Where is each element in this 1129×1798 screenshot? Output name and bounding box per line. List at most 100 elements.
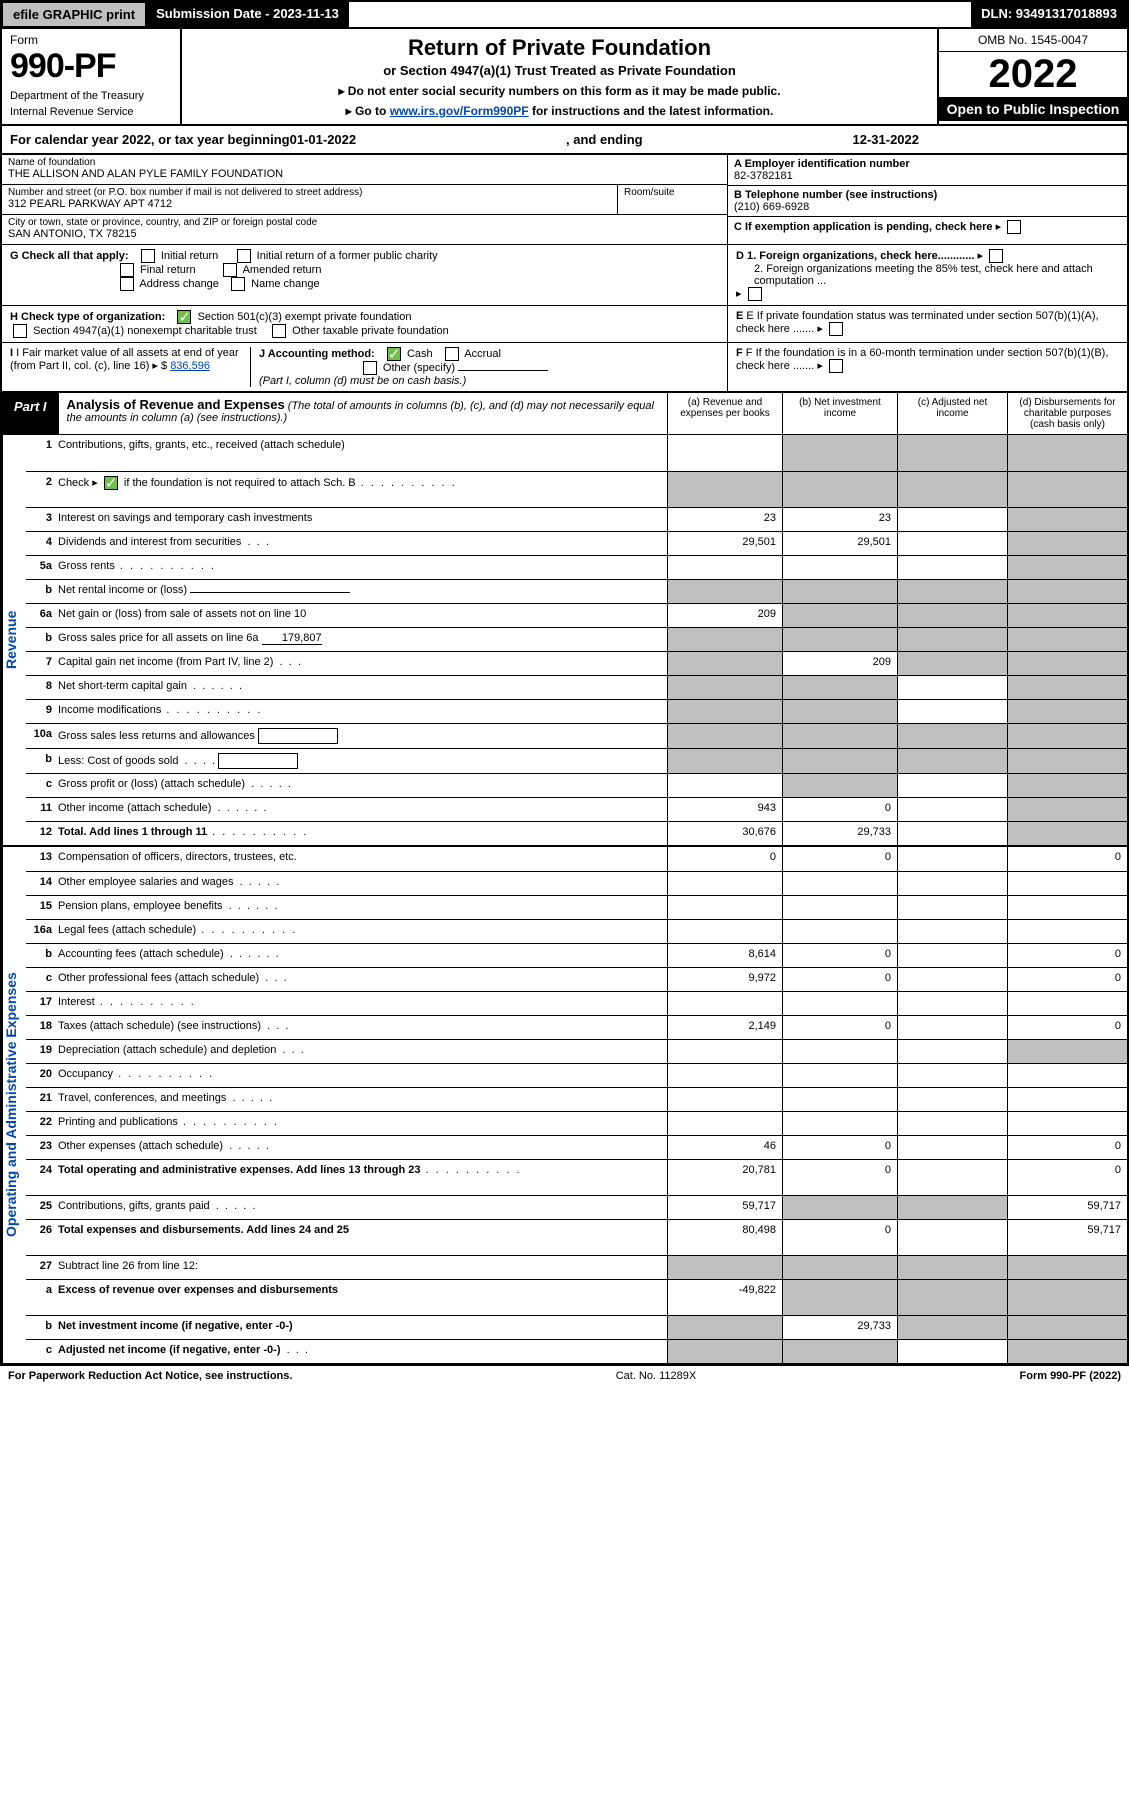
d1-checkbox[interactable] — [989, 249, 1003, 263]
street-address: 312 PEARL PARKWAY APT 4712 — [2, 198, 617, 214]
c-checkbox[interactable] — [1007, 220, 1021, 234]
r2-pre: Check ▸ — [58, 477, 101, 489]
table-row: 13Compensation of officers, directors, t… — [26, 847, 1127, 871]
g-initial-checkbox[interactable] — [141, 249, 155, 263]
dept-treasury: Department of the Treasury — [10, 90, 172, 102]
row-desc: Income modifications — [58, 700, 667, 723]
expenses-table: Operating and Administrative Expenses 13… — [2, 845, 1127, 1363]
e-checkbox[interactable] — [829, 322, 843, 336]
cell-a — [667, 1088, 782, 1111]
j-accrual-checkbox[interactable] — [445, 347, 459, 361]
cell-b — [782, 556, 897, 579]
row-num: b — [26, 580, 58, 603]
cell-c — [897, 532, 1007, 555]
cell-b — [782, 749, 897, 773]
cell-c — [897, 1220, 1007, 1255]
cell-b — [782, 992, 897, 1015]
schb-checkbox[interactable] — [104, 476, 118, 490]
row-desc: Gross profit or (loss) (attach schedule)… — [58, 774, 667, 797]
cell-d — [1007, 472, 1127, 507]
table-row: 6aNet gain or (loss) from sale of assets… — [26, 603, 1127, 627]
cell-d — [1007, 676, 1127, 699]
row-desc: Dividends and interest from securities .… — [58, 532, 667, 555]
row-desc: Less: Cost of goods sold . . . . — [58, 749, 667, 773]
col-d-header: (d) Disbursements for charitable purpose… — [1007, 393, 1127, 434]
cell-a — [667, 1256, 782, 1279]
cell-d — [1007, 1112, 1127, 1135]
g-initial2: Initial return of a former public charit… — [257, 250, 438, 262]
cell-b — [782, 580, 897, 603]
row-desc: Excess of revenue over expenses and disb… — [58, 1280, 667, 1315]
table-row: 22Printing and publications — [26, 1111, 1127, 1135]
d2-label: 2. Foreign organizations meeting the 85%… — [754, 263, 1119, 287]
cell-a — [667, 1112, 782, 1135]
row-desc: Travel, conferences, and meetings . . . … — [58, 1088, 667, 1111]
footer-right: Form 990-PF (2022) — [1020, 1370, 1122, 1382]
phone-value: (210) 669-6928 — [734, 201, 1121, 213]
table-row: 5aGross rents — [26, 555, 1127, 579]
j-accrual: Accrual — [464, 348, 501, 360]
j-cash-checkbox[interactable] — [387, 347, 401, 361]
efile-print-button[interactable]: efile GRAPHIC print — [2, 2, 146, 27]
cell-b — [782, 1088, 897, 1111]
cell-c — [897, 1280, 1007, 1315]
f-checkbox[interactable] — [829, 359, 843, 373]
cell-b — [782, 724, 897, 748]
h-other-checkbox[interactable] — [272, 324, 286, 338]
entity-block: Name of foundation THE ALLISON AND ALAN … — [2, 153, 1127, 244]
cell-c — [897, 992, 1007, 1015]
row-desc: Legal fees (attach schedule) — [58, 920, 667, 943]
cell-a: 46 — [667, 1136, 782, 1159]
c-label: C If exemption application is pending, c… — [734, 221, 993, 233]
row-num: 13 — [26, 847, 58, 871]
form-subtitle: or Section 4947(a)(1) Trust Treated as P… — [192, 63, 927, 78]
cell-b: 29,733 — [782, 822, 897, 845]
cell-d — [1007, 604, 1127, 627]
cell-c — [897, 676, 1007, 699]
row-desc: Other expenses (attach schedule) . . . .… — [58, 1136, 667, 1159]
cell-a — [667, 628, 782, 651]
cell-b — [782, 1040, 897, 1063]
cell-d — [1007, 992, 1127, 1015]
row-num: 16a — [26, 920, 58, 943]
cell-c — [897, 872, 1007, 895]
g-amended-checkbox[interactable] — [223, 263, 237, 277]
h-left: H Check type of organization: Section 50… — [2, 306, 727, 342]
g-initial2-checkbox[interactable] — [237, 249, 251, 263]
h-4947-checkbox[interactable] — [13, 324, 27, 338]
d2-checkbox[interactable] — [748, 287, 762, 301]
g-left: G Check all that apply: Initial return I… — [2, 245, 727, 305]
revenue-side-label: Revenue — [2, 435, 26, 845]
g-label: G Check all that apply: — [10, 250, 129, 262]
h-other: Other taxable private foundation — [292, 325, 449, 337]
part1-label: Part I — [2, 393, 59, 434]
tax-year: 2022 — [939, 52, 1127, 97]
row-num: 21 — [26, 1088, 58, 1111]
cell-c — [897, 968, 1007, 991]
table-row: 14Other employee salaries and wages . . … — [26, 871, 1127, 895]
table-row: 3Interest on savings and temporary cash … — [26, 507, 1127, 531]
g-addr-checkbox[interactable] — [120, 277, 134, 291]
row-desc: Gross sales less returns and allowances — [58, 724, 667, 748]
row-num: 25 — [26, 1196, 58, 1219]
cal-end: 12-31-2022 — [853, 132, 920, 147]
instructions-link[interactable]: www.irs.gov/Form990PF — [390, 104, 529, 118]
col-b-header: (b) Net investment income — [782, 393, 897, 434]
h-501-checkbox[interactable] — [177, 310, 191, 324]
j-other-checkbox[interactable] — [363, 361, 377, 375]
row-desc: Other income (attach schedule) . . . . .… — [58, 798, 667, 821]
row-num: 14 — [26, 872, 58, 895]
row-desc: Total. Add lines 1 through 11 — [58, 822, 667, 845]
cell-c — [897, 847, 1007, 871]
g-final-checkbox[interactable] — [120, 263, 134, 277]
dln-number: DLN: 93491317018893 — [971, 2, 1127, 27]
row-num: 6a — [26, 604, 58, 627]
row-desc: Capital gain net income (from Part IV, l… — [58, 652, 667, 675]
g-name-checkbox[interactable] — [231, 277, 245, 291]
row-num: 17 — [26, 992, 58, 1015]
table-row: cOther professional fees (attach schedul… — [26, 967, 1127, 991]
cell-d: 0 — [1007, 847, 1127, 871]
d-right: D 1. Foreign organizations, check here..… — [727, 245, 1127, 305]
cell-c — [897, 472, 1007, 507]
submission-date: Submission Date - 2023-11-13 — [146, 2, 349, 27]
